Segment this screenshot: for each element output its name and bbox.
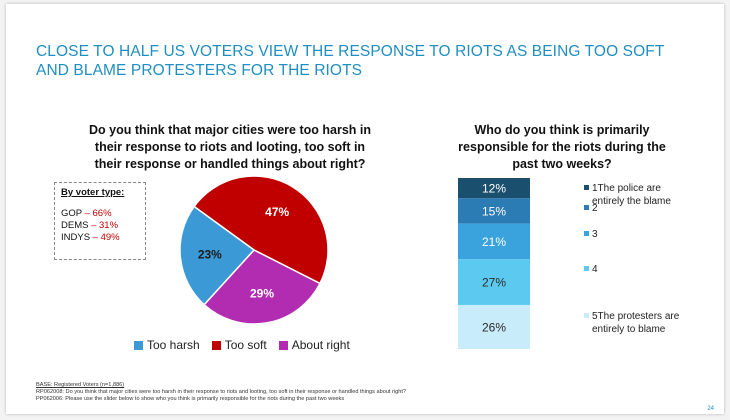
legend-item-too-soft: Too soft [211, 338, 267, 352]
voter-label: DEMS [61, 220, 89, 231]
stacked-bar-chart: 12% 15% 21% 27% 26% [458, 178, 530, 349]
footnote-line1: RP062008: Do you think that major cities… [36, 389, 407, 395]
bar-data-label: 27% [482, 276, 506, 290]
pie-chart: 47% 29% 23% [179, 175, 329, 325]
bar-question: Who do you think is primarily responsibl… [458, 123, 666, 171]
bar-legend-item-1: 1The police are entirely the blame [584, 182, 694, 208]
legend-swatch [278, 340, 288, 350]
pie-slice-too-soft [193, 175, 329, 285]
legend-swatch [584, 185, 589, 190]
voter-sep: – [88, 220, 100, 231]
bar-data-label: 21% [482, 235, 506, 249]
legend-swatch [134, 340, 143, 350]
page-number: 24 [707, 406, 714, 412]
bar-segment-1 [458, 178, 530, 199]
pie-data-label: 47% [265, 205, 289, 219]
bar-data-label: 12% [482, 182, 506, 196]
bar-segment-5 [458, 304, 530, 349]
pie-slice-too-harsh [179, 205, 256, 306]
voter-value: 66% [92, 208, 112, 219]
voter-row-indys: INDYS – 49% [61, 232, 139, 244]
bar-segment-4 [458, 259, 530, 305]
bar-legend-item-2: 2 [584, 202, 694, 215]
legend-label: 5The protesters are entirely to blame [592, 310, 680, 335]
slide: Close to half US voters view the respons… [6, 4, 724, 414]
voter-row-gop: GOP – 66% [61, 208, 139, 220]
legend-item-too-harsh: Too harsh [134, 338, 200, 352]
pie-data-label: 29% [250, 287, 274, 301]
bar-legend-item-3: 3 [584, 228, 694, 241]
voter-value: 31% [99, 220, 119, 231]
legend-label: 2 [592, 203, 598, 215]
legend-label: 1The police are entirely the blame [592, 183, 671, 207]
pie-data-label: 23% [198, 248, 222, 262]
pie-question: Do you think that major cities were too … [89, 123, 371, 171]
slide-title: Close to half US voters view the respons… [36, 43, 665, 79]
footnote-base: BASE: Registered Voters (n=1,886) [36, 382, 125, 388]
voter-value: 49% [100, 232, 120, 243]
legend-swatch [584, 230, 589, 236]
legend-label: About right [291, 338, 350, 352]
legend-swatch [584, 205, 589, 211]
voter-sep: – [81, 208, 93, 219]
voter-row-dems: DEMS – 31% [61, 220, 139, 232]
bar-legend-item-4: 4 [584, 263, 694, 276]
voter-label: GOP [61, 208, 82, 219]
footnote: BASE: Registered Voters (n=1,886) RP0620… [36, 382, 406, 403]
legend-label: Too soft [224, 338, 267, 352]
pie-slice-about-right [203, 249, 321, 325]
legend-swatch [211, 340, 221, 350]
voter-type-title: By voter type: [61, 187, 125, 198]
bar-data-label: 26% [482, 320, 506, 334]
footnote-line2: PP062006: Please use the slider below to… [36, 396, 345, 402]
voter-type-box: By voter type: GOP – 66% DEMS – 31% INDY… [54, 182, 146, 260]
legend-label: 4 [592, 264, 598, 276]
legend-item-about-right: About right [278, 338, 350, 352]
legend-swatch [584, 312, 589, 318]
legend-label: Too harsh [147, 338, 200, 352]
voter-sep: – [90, 232, 101, 243]
legend-label: 3 [592, 228, 598, 240]
stacked-bar-svg: 12% 15% 21% 27% 26% [458, 178, 530, 349]
bar-segment-2 [458, 198, 530, 224]
bar-legend-item-5: 5The protesters are entirely to blame [584, 310, 694, 336]
legend-swatch [584, 266, 589, 272]
bar-segment-3 [458, 223, 530, 260]
pie-legend: Too harsh Too soft About right [134, 338, 350, 352]
bar-data-label: 15% [482, 205, 506, 219]
voter-label: INDYS [61, 232, 91, 243]
